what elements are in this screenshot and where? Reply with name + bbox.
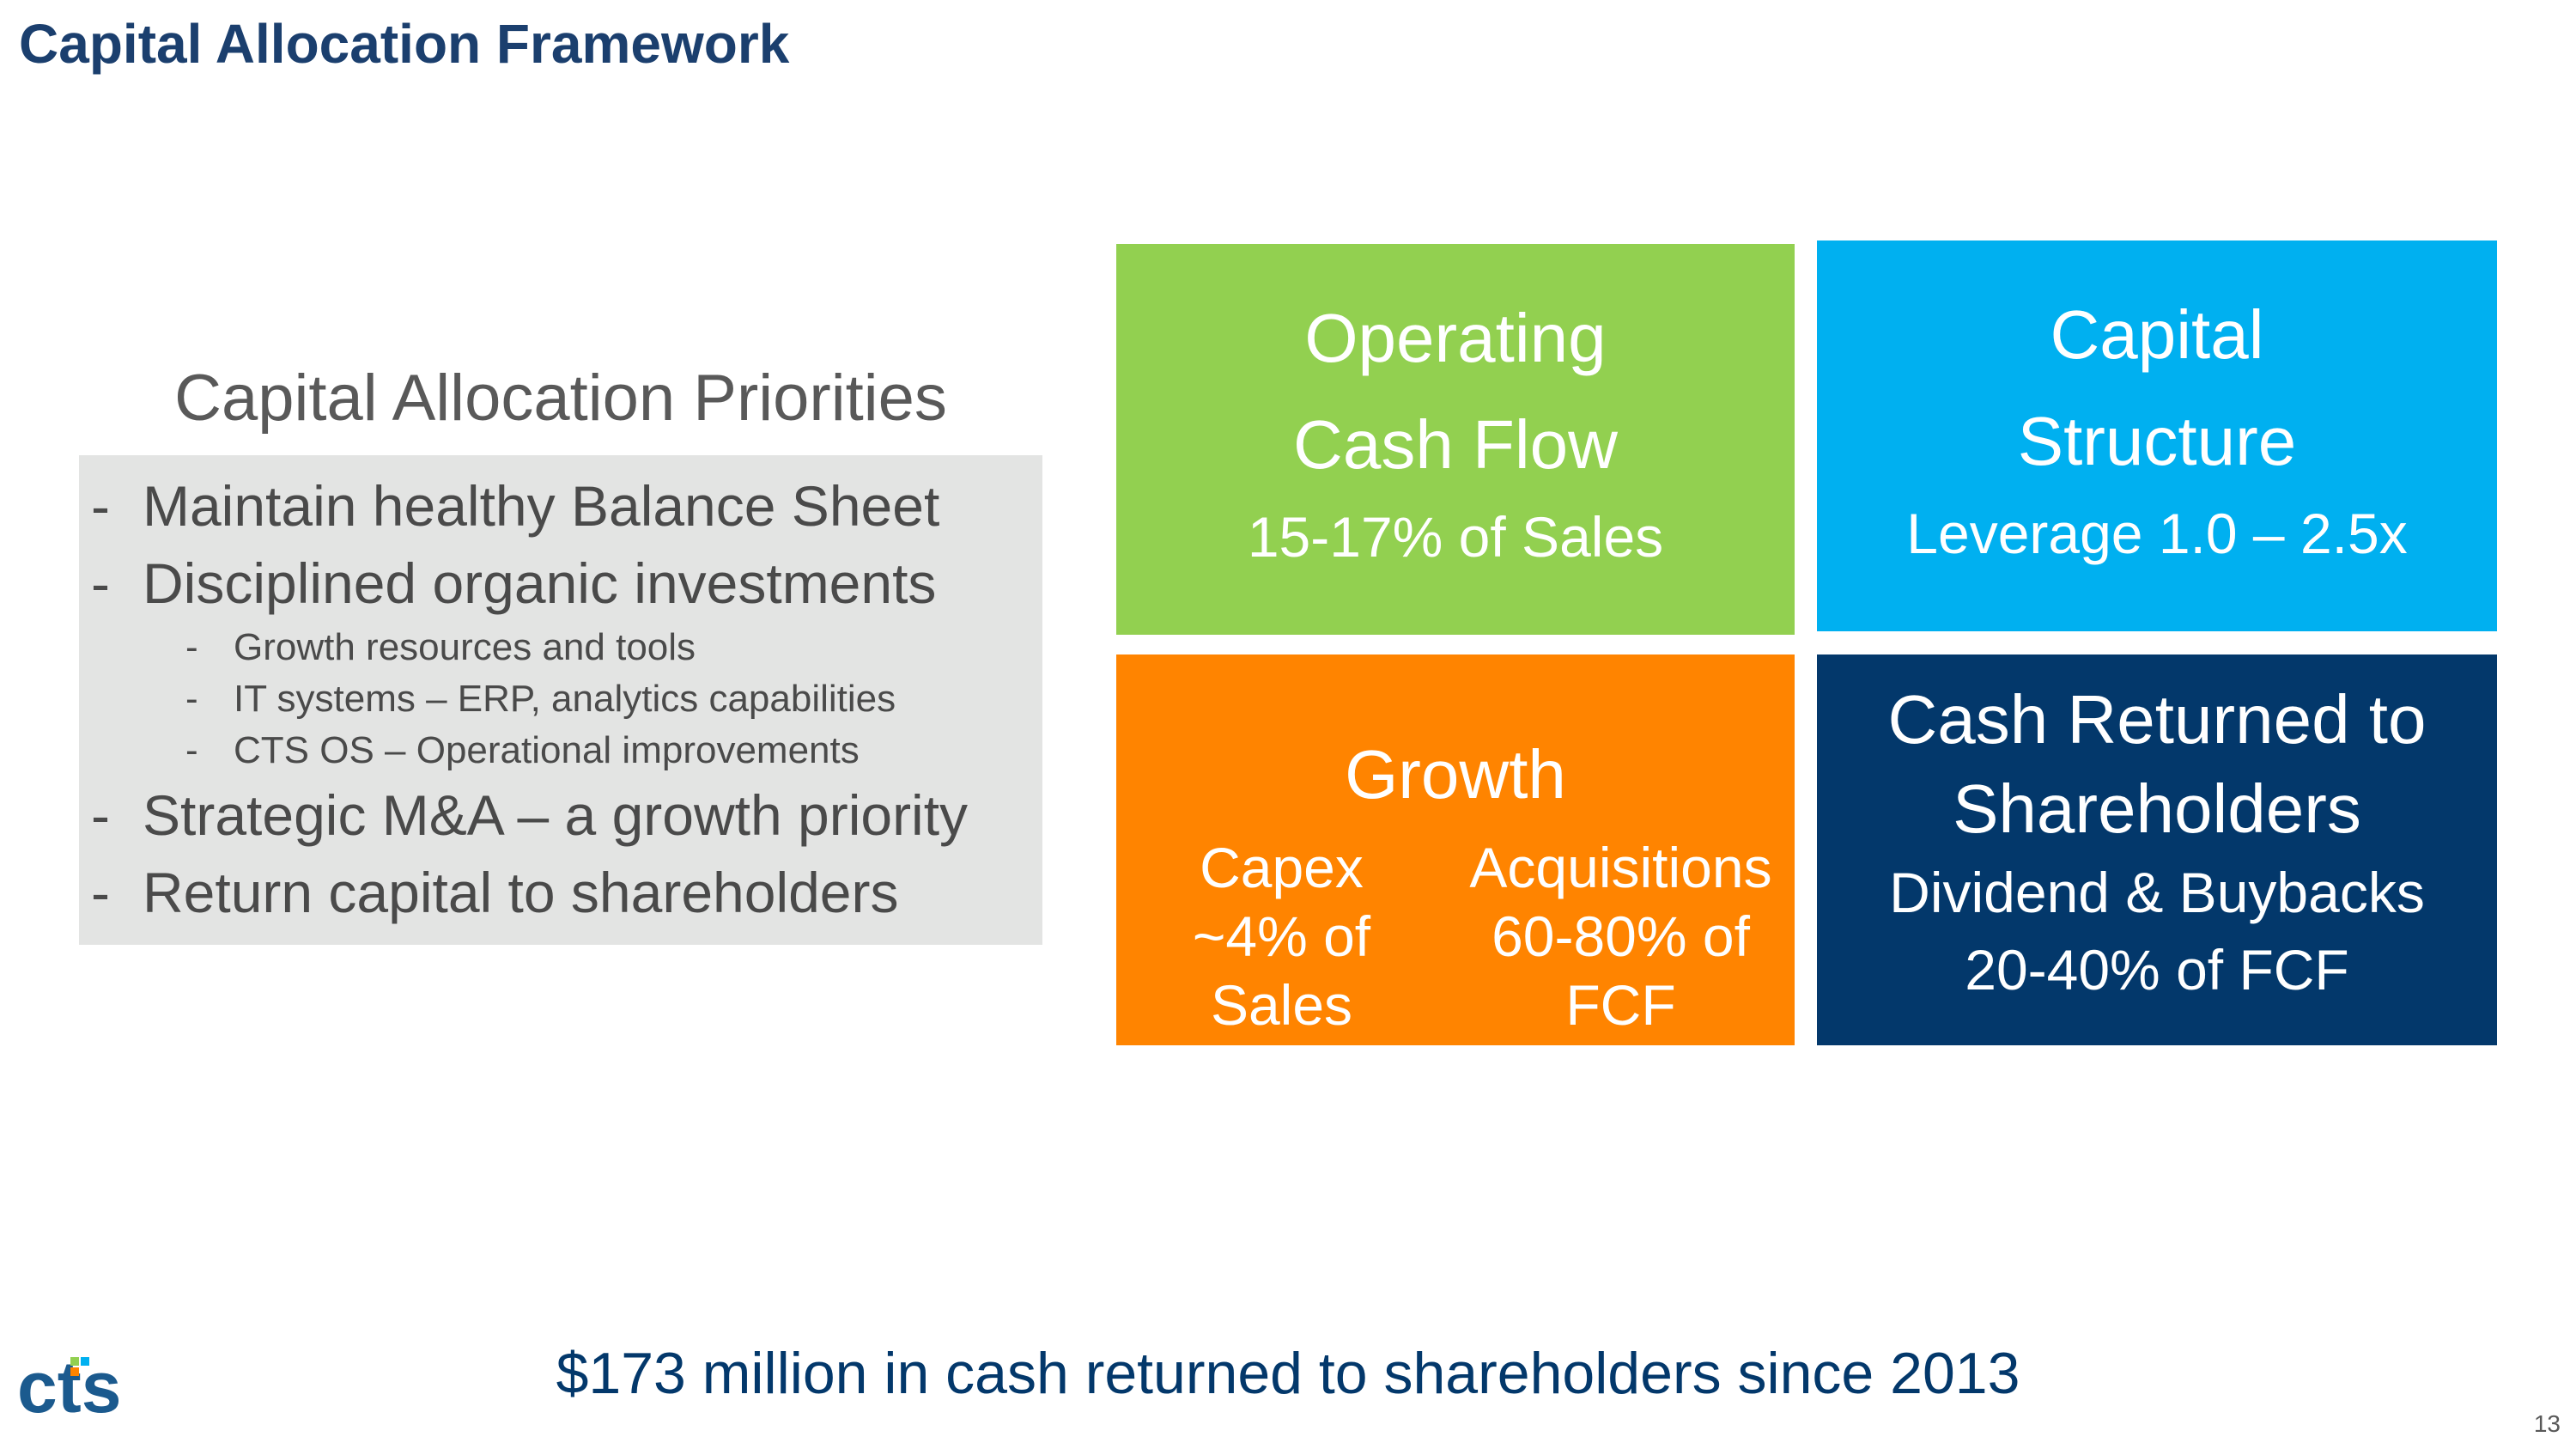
logo-square-blue: [81, 1357, 89, 1366]
page-number: 13: [2533, 1410, 2561, 1437]
cts-logo: cts: [17, 1347, 155, 1428]
dash-bullet: -: [91, 474, 110, 538]
acquisitions-column: Acquisitions 60-80% of FCF: [1447, 833, 1795, 1039]
tile-title: Structure: [2017, 403, 2297, 479]
capital-structure-tile: Capital Structure Leverage 1.0 – 2.5x: [1817, 240, 2497, 631]
cts-logo-mark: cts: [17, 1347, 121, 1428]
cts-logo-text: cts: [17, 1354, 121, 1422]
acquisitions-line: 60-80% of: [1492, 904, 1750, 968]
priorities-box: - Maintain healthy Balance Sheet - Disci…: [79, 455, 1042, 945]
priority-sub-item-text: IT systems – ERP, analytics capabilities: [234, 678, 896, 720]
tile-detail: Leverage 1.0 – 2.5x: [1906, 502, 2408, 565]
cash-returned-tile: Cash Returned to Shareholders Dividend &…: [1817, 654, 2497, 1045]
tile-detail: 20-40% of FCF: [1965, 938, 2349, 1002]
tile-detail: Dividend & Buybacks: [1889, 861, 2425, 924]
tile-title: Cash Flow: [1293, 406, 1618, 483]
capex-column: Capex ~4% of Sales: [1116, 833, 1447, 1039]
operating-cash-flow-tile: Operating Cash Flow 15-17% of Sales: [1116, 244, 1795, 635]
dash-bullet: -: [91, 783, 110, 847]
priority-sub-item-text: Growth resources and tools: [234, 626, 696, 668]
dash-bullet: -: [91, 861, 110, 924]
tile-title: Growth: [1345, 736, 1566, 813]
dash-bullet: -: [185, 729, 198, 771]
slide-title: Capital Allocation Framework: [19, 13, 790, 75]
capex-line: Capex: [1200, 836, 1364, 899]
logo-square-orange: [70, 1367, 79, 1376]
capex-line: Sales: [1210, 973, 1353, 1037]
tile-title: Operating: [1304, 300, 1607, 376]
tile-title: Shareholders: [1953, 770, 2361, 847]
growth-columns: Capex ~4% of Sales Acquisitions 60-80% o…: [1116, 833, 1795, 1039]
acquisitions-line: Acquisitions: [1469, 836, 1772, 899]
tile-title: Cash Returned to: [1887, 681, 2427, 758]
priority-item: - Return capital to shareholders: [91, 854, 1042, 931]
logo-square-green: [70, 1357, 79, 1366]
priorities-heading: Capital Allocation Priorities: [174, 362, 947, 435]
capex-line: ~4% of: [1192, 904, 1371, 968]
priority-item-text: Disciplined organic investments: [143, 551, 937, 615]
priority-item: - Maintain healthy Balance Sheet: [91, 467, 1042, 545]
priority-item-text: Return capital to shareholders: [143, 861, 899, 924]
priority-sub-item: - IT systems – ERP, analytics capabiliti…: [91, 673, 1042, 725]
priority-item-text: Maintain healthy Balance Sheet: [143, 474, 940, 538]
acquisitions-line: FCF: [1565, 973, 1676, 1037]
priority-item-text: Strategic M&A – a growth priority: [143, 783, 969, 847]
cash-returned-statement: $173 million in cash returned to shareho…: [556, 1341, 2020, 1406]
growth-tile: Growth Capex ~4% of Sales Acquisitions 6…: [1116, 654, 1795, 1045]
dash-bullet: -: [91, 551, 110, 615]
tile-title: Capital: [2050, 296, 2264, 373]
priority-sub-item-text: CTS OS – Operational improvements: [234, 729, 860, 771]
dash-bullet: -: [185, 626, 198, 668]
priority-item: - Disciplined organic investments: [91, 545, 1042, 622]
priority-sub-item: - Growth resources and tools: [91, 622, 1042, 673]
dash-bullet: -: [185, 678, 198, 720]
priority-item: - Strategic M&A – a growth priority: [91, 776, 1042, 854]
priority-sub-item: - CTS OS – Operational improvements: [91, 725, 1042, 776]
tile-detail: 15-17% of Sales: [1247, 505, 1664, 569]
